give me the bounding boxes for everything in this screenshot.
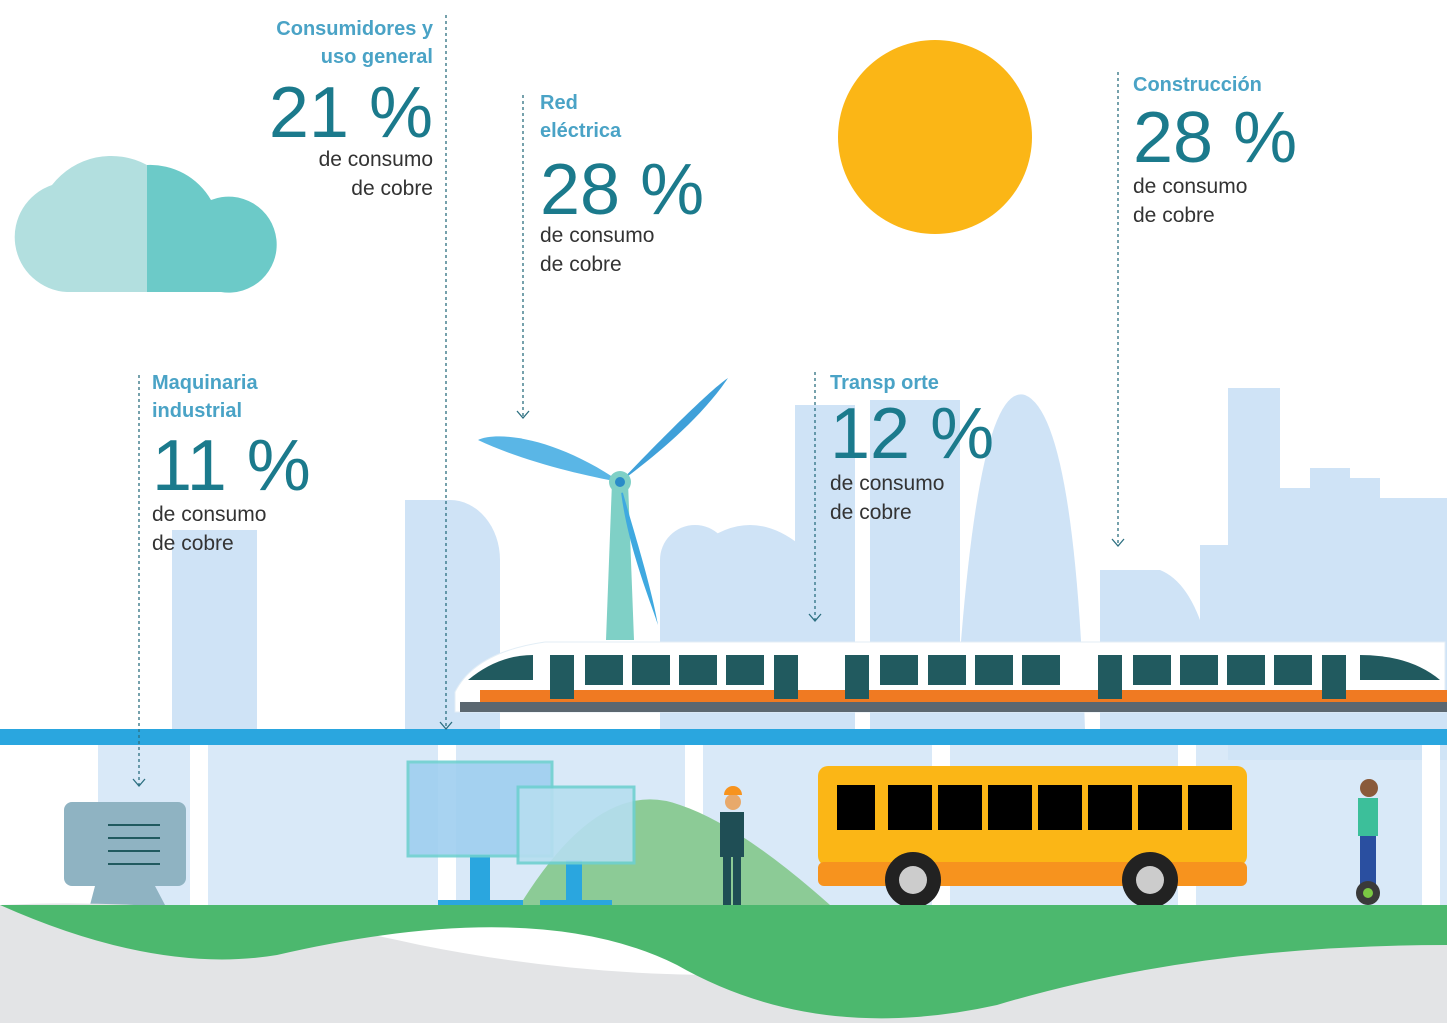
- sector-caption: de consumo: [319, 148, 433, 171]
- sector-caption: de consumo: [540, 224, 654, 247]
- infographic: Consumidores yuso general21 %de consumod…: [0, 0, 1447, 1023]
- sector-caption: de cobre: [351, 177, 433, 200]
- sector-label: industrial: [152, 400, 242, 422]
- cloud: [15, 156, 277, 293]
- sector-caption: de consumo: [152, 503, 266, 526]
- sector-percent: 28 %: [1133, 98, 1297, 178]
- sector-label: Maquinaria: [152, 372, 258, 394]
- train: [455, 642, 1447, 712]
- sector-label: Construcción: [1133, 74, 1262, 96]
- sector-label: Consumidores y: [276, 18, 434, 40]
- sun: [838, 40, 1032, 234]
- sector-label: Transp orte: [830, 372, 939, 394]
- sector-caption: de cobre: [830, 501, 912, 524]
- sector-label: Red: [540, 92, 578, 114]
- sector-percent: 12 %: [830, 394, 994, 474]
- sector-caption: de consumo: [1133, 175, 1247, 198]
- sector-caption: de cobre: [1133, 204, 1215, 227]
- sector-percent: 21 %: [269, 73, 433, 153]
- sector-caption: de cobre: [152, 532, 234, 555]
- sector-label: uso general: [321, 46, 433, 68]
- sector-label: eléctrica: [540, 120, 622, 142]
- sector-percent: 28 %: [540, 150, 704, 230]
- sector-caption: de consumo: [830, 472, 944, 495]
- sector-caption: de cobre: [540, 253, 622, 276]
- sector-percent: 11 %: [152, 426, 311, 506]
